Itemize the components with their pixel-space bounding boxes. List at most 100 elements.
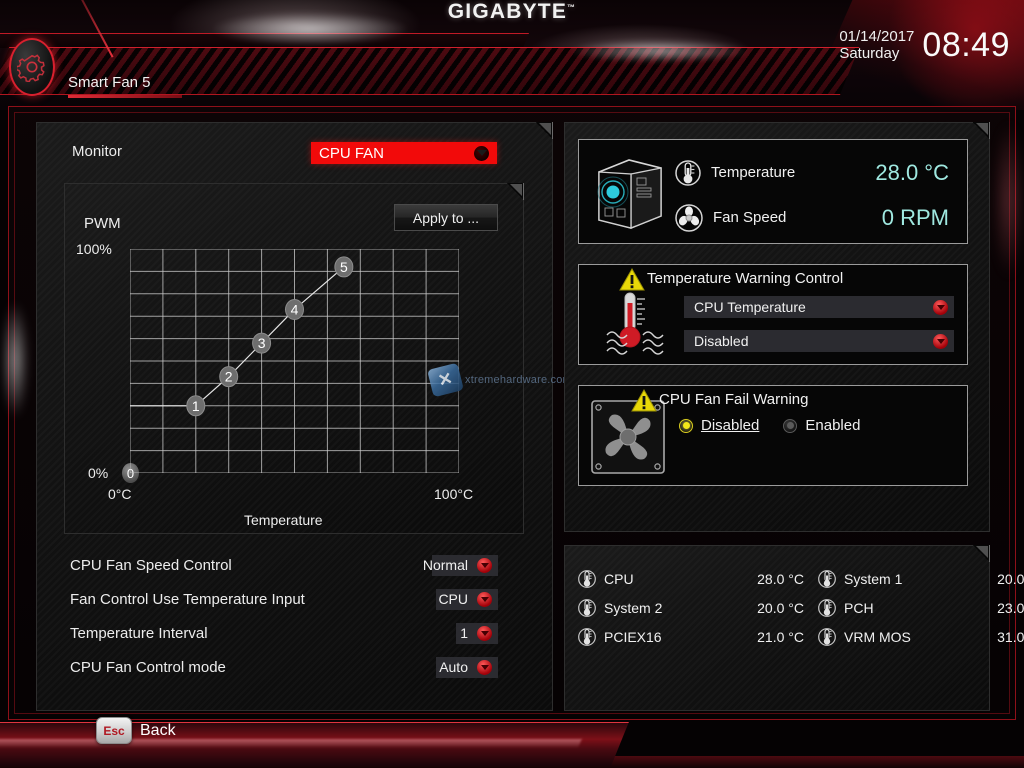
setting-row: CPU Fan Control mode Auto bbox=[70, 650, 498, 684]
gear-icon-glyph bbox=[17, 54, 45, 82]
gear-icon[interactable] bbox=[9, 38, 55, 96]
svg-text:3: 3 bbox=[258, 335, 266, 351]
back-label[interactable]: Back bbox=[140, 722, 176, 739]
pwm-axis-label: PWM bbox=[84, 215, 121, 232]
temp-sensor-name: System 2 bbox=[578, 593, 736, 622]
left-edge-glow bbox=[2, 300, 28, 420]
temp-sensor-value: 28.0 °C bbox=[757, 570, 804, 587]
temp-sensor-value: 20.0 °C bbox=[757, 599, 804, 616]
panel-corner-notch bbox=[973, 122, 990, 139]
page-title: Smart Fan 5 bbox=[68, 74, 151, 91]
temp-sensor-label: CPU bbox=[604, 570, 634, 587]
radio-dot-icon bbox=[679, 418, 693, 433]
temp-sensor-name: PCIEX16 bbox=[578, 622, 736, 651]
apply-to-button[interactable]: Apply to ... bbox=[394, 204, 498, 231]
setting-label: CPU Fan Control mode bbox=[70, 658, 226, 676]
temp-sensor-name: CPU bbox=[578, 564, 736, 593]
temperature-warning-title: Temperature Warning Control bbox=[647, 270, 844, 287]
header-sheen-right bbox=[570, 40, 750, 62]
setting-value-select[interactable]: Auto bbox=[436, 656, 498, 678]
radio-option-enabled[interactable]: Enabled bbox=[783, 417, 860, 434]
warning-triangle-icon bbox=[619, 268, 645, 291]
setting-value-select[interactable]: 1 bbox=[456, 622, 498, 644]
y-axis-min-label: 0% bbox=[88, 465, 109, 481]
thermometer-icon bbox=[578, 627, 596, 646]
curve-origin-point[interactable]: 0 bbox=[122, 463, 139, 483]
temperature-readings-panel bbox=[564, 545, 990, 711]
monitor-label: Monitor bbox=[72, 143, 123, 160]
setting-row: CPU Fan Speed Control Normal bbox=[70, 548, 498, 582]
warning-state-select[interactable]: Disabled bbox=[684, 330, 954, 352]
footer-band-sheen bbox=[0, 739, 582, 748]
right-edge-glow bbox=[994, 120, 1024, 280]
thermometer-icon bbox=[675, 159, 701, 186]
setting-row: Fan Control Use Temperature Input CPU bbox=[70, 582, 498, 616]
setting-label: CPU Fan Speed Control bbox=[70, 556, 232, 574]
temp-sensor-name: VRM MOS bbox=[818, 622, 976, 651]
temp-sensor-label: System 1 bbox=[844, 570, 903, 587]
fan-curve-svg: 1 2 3 4 5 bbox=[130, 249, 459, 473]
setting-value-select[interactable]: CPU bbox=[436, 588, 498, 610]
chevron-down-icon bbox=[933, 333, 948, 349]
radio-label: Enabled bbox=[805, 417, 861, 434]
temp-sensor-value: 21.0 °C bbox=[757, 628, 804, 645]
warning-source-value: CPU Temperature bbox=[694, 299, 806, 315]
curve-point-4[interactable]: 4 bbox=[285, 298, 304, 320]
setting-value: Auto bbox=[439, 659, 468, 675]
warning-source-select[interactable]: CPU Temperature bbox=[684, 296, 954, 318]
radio-label: Disabled bbox=[701, 417, 760, 434]
monitor-select-value: CPU FAN bbox=[319, 144, 385, 162]
curve-point-5[interactable]: 5 bbox=[334, 256, 354, 278]
header-sheen-left bbox=[210, 12, 410, 46]
temp-sensor-label: PCIEX16 bbox=[604, 628, 662, 645]
panel-corner-notch bbox=[536, 122, 553, 139]
panel-corner-notch bbox=[973, 545, 990, 562]
thermometer-hot-icon bbox=[606, 292, 664, 355]
page-title-underline bbox=[68, 95, 182, 98]
svg-text:2: 2 bbox=[225, 369, 233, 385]
warning-triangle-icon bbox=[631, 389, 657, 412]
chevron-down-icon bbox=[474, 145, 489, 161]
thermometer-icon bbox=[578, 598, 596, 617]
setting-row: Temperature Interval 1 bbox=[70, 616, 498, 650]
svg-text:1: 1 bbox=[192, 398, 200, 414]
readout-row: Temperature 28.0 °C bbox=[675, 150, 961, 195]
esc-key-button[interactable]: Esc bbox=[96, 717, 132, 744]
readout-value: 28.0 °C bbox=[875, 159, 949, 185]
radio-option-disabled[interactable]: Disabled bbox=[679, 417, 759, 434]
app-header: GIGABYTE™ 01/14/2017 Saturday 08:49 Smar… bbox=[0, 0, 1024, 110]
brand-logo: GIGABYTE™ bbox=[0, 0, 1024, 24]
thermometer-icon bbox=[818, 627, 836, 646]
temp-sensor-name: System 1 bbox=[818, 564, 976, 593]
thermometer-icon bbox=[818, 598, 836, 617]
panel-corner-notch bbox=[507, 183, 524, 200]
case-fan-icon bbox=[591, 400, 665, 474]
temp-sensor-value: 20.0 °C bbox=[997, 570, 1024, 587]
readout-rows: Temperature 28.0 °C Fan Speed 0 RPM bbox=[675, 150, 961, 240]
monitor-select[interactable]: CPU FAN bbox=[311, 142, 497, 164]
fan-fail-radio-group: Disabled Enabled bbox=[679, 417, 860, 434]
fan-fail-warning-card: CPU Fan Fail Warning Disabled Enabled bbox=[578, 385, 968, 486]
x-axis-min-label: 0°C bbox=[108, 486, 132, 502]
x-axis-max-label: 100°C bbox=[434, 486, 474, 502]
temperature-warning-card: Temperature Warning Control CPU Temperat… bbox=[578, 264, 968, 365]
setting-value: 1 bbox=[460, 625, 468, 641]
curve-point-1[interactable]: 1 bbox=[186, 395, 206, 417]
readout-name: Temperature bbox=[711, 164, 796, 181]
trademark-symbol: ™ bbox=[567, 3, 577, 12]
pc-case-icon bbox=[597, 159, 662, 229]
setting-label: Temperature Interval bbox=[70, 624, 208, 642]
curve-point-3[interactable]: 3 bbox=[252, 332, 272, 354]
y-axis-max-label: 100% bbox=[76, 241, 112, 257]
fan-fail-warning-title: CPU Fan Fail Warning bbox=[659, 391, 809, 408]
fan-curve-plot[interactable]: 1 2 3 4 5 bbox=[130, 249, 459, 473]
warning-state-value: Disabled bbox=[694, 333, 749, 349]
setting-value-select[interactable]: Normal bbox=[423, 554, 498, 576]
curve-point-2[interactable]: 2 bbox=[219, 366, 239, 388]
chevron-down-icon bbox=[477, 625, 492, 641]
chevron-down-icon bbox=[477, 557, 492, 573]
chevron-down-icon bbox=[477, 659, 492, 675]
temp-sensor-value: 23.0 °C bbox=[997, 599, 1024, 616]
temp-sensor-label: System 2 bbox=[604, 599, 663, 616]
thermometer-icon bbox=[578, 569, 596, 588]
